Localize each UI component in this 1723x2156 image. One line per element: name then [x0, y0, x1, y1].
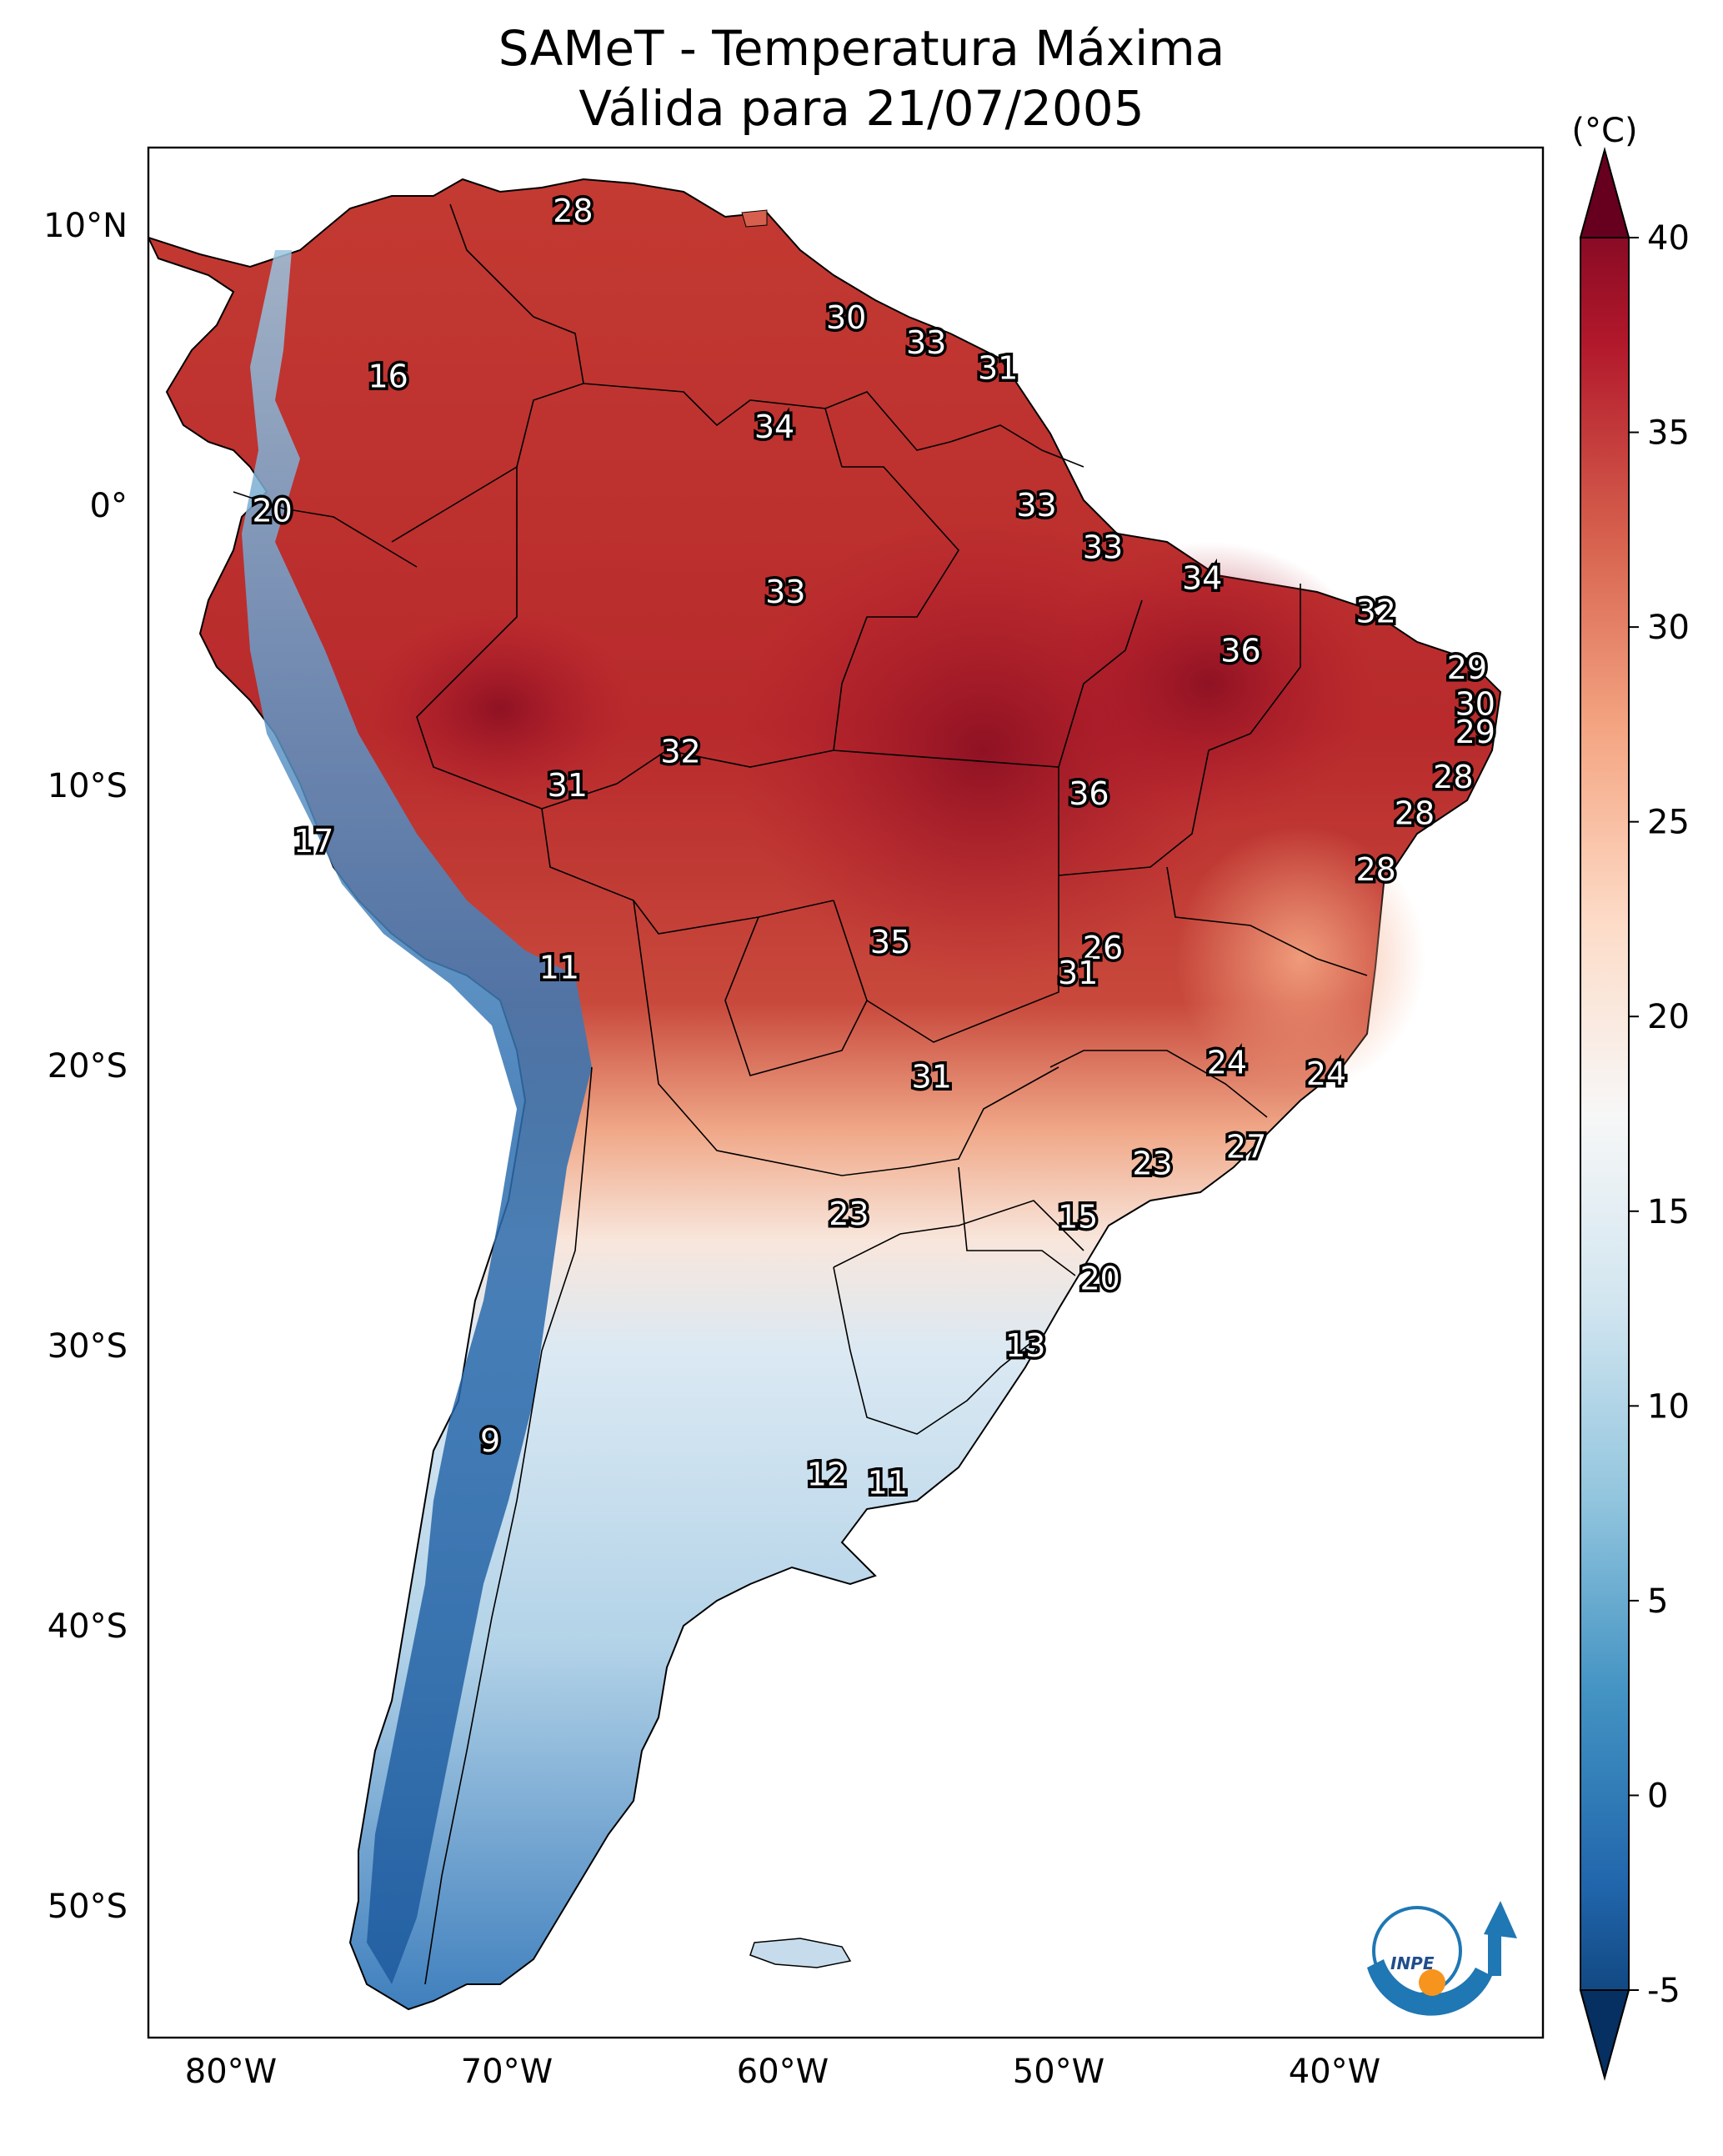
lat-tick-label: 20°S [48, 1047, 128, 1086]
colorbar-tick-label: 35 [1647, 414, 1690, 453]
station-value-label: 20 [252, 493, 292, 529]
colorbar-unit: (°C) [1571, 112, 1637, 150]
logo-arc-icon [1367, 1959, 1492, 2016]
station-value-label: 16 [368, 358, 408, 394]
logo-arrow-icon [1484, 1901, 1517, 1938]
station-value-label: 33 [1016, 487, 1056, 524]
station-value-label: 26 [1083, 930, 1123, 966]
colorbar-tick-label: 40 [1647, 219, 1690, 258]
station-value-label: 32 [1355, 594, 1395, 630]
country-borders [233, 203, 1368, 1985]
lat-tick-label: 0° [90, 487, 128, 525]
station-value-label: 34 [1182, 559, 1222, 596]
station-value-label: 31 [548, 767, 588, 804]
longitude-ticks: 80°W 70°W 60°W 50°W 40°W [185, 2053, 1380, 2091]
station-value-label: 20 [1079, 1260, 1119, 1296]
station-value-label: 33 [906, 324, 946, 361]
lon-tick-label: 50°W [1013, 2053, 1104, 2091]
station-value-label: 32 [660, 734, 700, 770]
station-value-label: 11 [539, 949, 579, 985]
station-value-label: 34 [754, 409, 794, 445]
station-value-label: 24 [1207, 1045, 1247, 1081]
station-value-label: 28 [1433, 759, 1473, 795]
station-value-label: 35 [870, 924, 910, 960]
colorbar-tick-label: 10 [1647, 1387, 1690, 1426]
lat-tick-label: 40°S [48, 1607, 128, 1646]
colorbar-min-extension [1579, 1989, 1630, 2081]
andes-cold-ridge [242, 250, 592, 1984]
station-value-label: 28 [1355, 851, 1395, 888]
colorbar-tick-label: 30 [1647, 609, 1690, 647]
map-frame [147, 146, 1545, 2039]
south-america-landmass [148, 178, 1502, 2011]
lat-tick-label: 10°S [48, 767, 128, 805]
station-value-label: 30 [1455, 686, 1495, 723]
station-value-label: 36 [1069, 775, 1109, 812]
colorbar-tick-label: 15 [1647, 1193, 1690, 1231]
station-value-label: 9 [480, 1422, 500, 1459]
map-title-line1: SAMeT - Temperatura Máxima [498, 20, 1225, 77]
colorbar-scale [1580, 147, 1630, 2081]
station-value-label: 27 [1226, 1128, 1266, 1165]
station-value-label: 11 [868, 1465, 908, 1502]
lat-tick-label: 10°N [43, 207, 128, 245]
map-title: SAMeT - Temperatura Máxima Válida para 2… [0, 18, 1723, 138]
logo-globe-icon [1372, 1906, 1462, 1996]
falkland-islands [749, 1938, 852, 1968]
warm-region-east [1175, 825, 1425, 1092]
station-value-label: 28 [553, 193, 593, 229]
lon-tick-label: 40°W [1289, 2053, 1380, 2091]
station-value-label: 31 [912, 1058, 952, 1095]
station-value-label: 15 [1058, 1198, 1098, 1235]
colorbar-tick-label: 5 [1647, 1582, 1668, 1621]
station-value-label: 36 [1220, 633, 1260, 669]
station-value-label: 23 [1132, 1146, 1172, 1182]
hot-region-west [367, 609, 634, 809]
colorbar: (°C) 40 35 30 25 20 15 10 5 0 -5 [1571, 112, 1690, 2081]
station-value-label: 13 [1005, 1327, 1045, 1364]
colorbar-tick-label: 25 [1647, 804, 1690, 842]
station-value-label: 33 [1083, 529, 1123, 565]
station-value-label: 17 [293, 823, 333, 860]
latitude-ticks: 10°N 0° 10°S 20°S 30°S 40°S 50°S [43, 207, 128, 1926]
station-value-label: 28 [1395, 795, 1435, 832]
lat-tick-label: 30°S [48, 1327, 128, 1366]
colorbar-tick-label: -5 [1647, 1972, 1680, 2010]
trinidad-island [741, 209, 768, 228]
station-value-label: 24 [1306, 1055, 1346, 1092]
inpe-logo: INPE [1367, 1901, 1517, 2016]
station-value-label: 29 [1447, 649, 1487, 686]
colorbar-max-extension [1579, 147, 1630, 238]
station-value-label: 33 [765, 574, 805, 610]
logo-sun-icon [1419, 1969, 1445, 1996]
station-value-label: 31 [1058, 955, 1098, 991]
station-value-label: 12 [807, 1457, 847, 1493]
lat-tick-label: 50°S [48, 1888, 128, 1926]
map-title-line2: Válida para 21/07/2005 [579, 80, 1144, 137]
station-value-label: 29 [1455, 714, 1495, 750]
colorbar-tick-label: 20 [1647, 998, 1690, 1036]
lon-tick-label: 80°W [185, 2053, 277, 2091]
station-value-label: 30 [826, 299, 866, 336]
station-value-label: 31 [978, 349, 1018, 386]
lon-tick-label: 70°W [461, 2053, 553, 2091]
station-value-label: 23 [829, 1196, 869, 1232]
lon-tick-label: 60°W [737, 2053, 829, 2091]
hot-region-northeast [1042, 542, 1375, 825]
logo-text: INPE [1390, 1953, 1435, 1973]
colorbar-tick-label: 0 [1647, 1777, 1668, 1815]
map-area [148, 178, 1502, 2011]
